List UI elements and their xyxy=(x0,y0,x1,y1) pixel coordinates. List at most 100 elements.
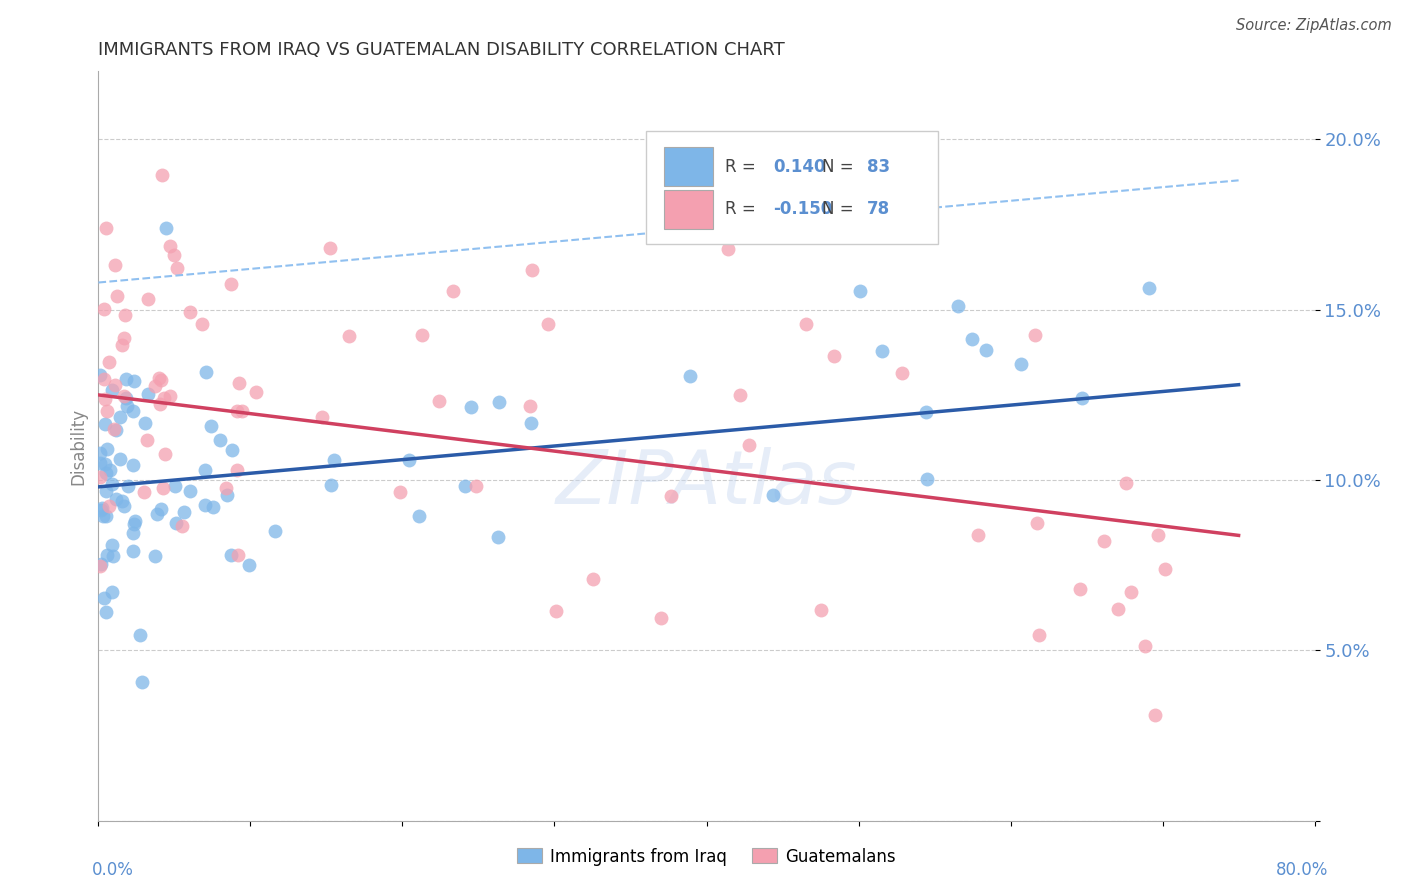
Point xyxy=(115,391,138,405)
Point xyxy=(486,530,509,544)
Point xyxy=(111,338,134,352)
Point xyxy=(93,591,115,606)
Text: 83: 83 xyxy=(868,158,890,176)
Point xyxy=(1147,528,1170,542)
Point xyxy=(173,505,195,519)
Point xyxy=(143,549,166,563)
Point xyxy=(319,241,342,255)
Point xyxy=(231,404,253,418)
Point xyxy=(1024,327,1046,342)
Text: N =: N = xyxy=(823,158,859,176)
Point xyxy=(1092,534,1115,549)
Point xyxy=(93,509,115,524)
Point xyxy=(153,391,176,405)
Point xyxy=(98,463,121,477)
Point xyxy=(890,366,912,380)
Point xyxy=(94,466,117,480)
Point xyxy=(194,498,217,512)
Point xyxy=(166,260,188,275)
Point xyxy=(762,488,785,502)
Point xyxy=(209,433,232,447)
Point xyxy=(179,305,201,319)
Point xyxy=(221,442,243,457)
Point xyxy=(388,485,411,500)
Point xyxy=(121,458,143,472)
Point xyxy=(1070,392,1092,406)
Point xyxy=(146,507,169,521)
Point xyxy=(98,499,121,513)
Point xyxy=(94,483,117,498)
Point xyxy=(89,469,111,483)
Text: ZIPAtlas: ZIPAtlas xyxy=(555,448,858,519)
Point xyxy=(110,493,132,508)
Text: 0.0%: 0.0% xyxy=(91,861,134,879)
Point xyxy=(149,374,172,388)
FancyBboxPatch shape xyxy=(645,131,938,244)
Point xyxy=(134,485,156,500)
Point xyxy=(915,472,938,486)
Point xyxy=(872,344,894,359)
Point xyxy=(200,419,222,434)
Point xyxy=(159,239,181,253)
Point xyxy=(960,333,983,347)
Point xyxy=(134,416,156,430)
Point xyxy=(128,628,150,642)
Point xyxy=(238,558,260,572)
Point xyxy=(100,538,122,552)
Point xyxy=(115,372,138,386)
Point xyxy=(93,372,115,386)
Point xyxy=(94,457,117,471)
Point xyxy=(191,318,214,332)
Text: 78: 78 xyxy=(868,200,890,219)
Point xyxy=(1153,562,1175,576)
Point xyxy=(112,389,135,403)
Point xyxy=(398,452,420,467)
Point xyxy=(96,404,118,418)
Point xyxy=(219,277,242,292)
Point xyxy=(124,514,146,528)
Point xyxy=(96,605,118,619)
Text: Source: ZipAtlas.com: Source: ZipAtlas.com xyxy=(1236,18,1392,33)
Point xyxy=(94,220,117,235)
Point xyxy=(337,328,360,343)
Point xyxy=(155,221,177,235)
Point xyxy=(94,392,117,407)
Point xyxy=(1137,281,1160,295)
Legend: Immigrants from Iraq, Guatemalans: Immigrants from Iraq, Guatemalans xyxy=(510,841,903,872)
Point xyxy=(454,478,477,492)
Point xyxy=(91,501,114,516)
Point xyxy=(1028,628,1050,642)
Point xyxy=(150,168,173,182)
Point xyxy=(522,263,544,277)
Point xyxy=(194,365,217,379)
Point xyxy=(1069,582,1091,597)
Point xyxy=(93,302,115,317)
Point xyxy=(311,409,333,424)
Point xyxy=(170,519,193,533)
Text: IMMIGRANTS FROM IRAQ VS GUATEMALAN DISABILITY CORRELATION CHART: IMMIGRANTS FROM IRAQ VS GUATEMALAN DISAB… xyxy=(98,41,785,59)
Point xyxy=(738,438,761,452)
Point xyxy=(143,379,166,393)
Text: 0.140: 0.140 xyxy=(773,158,825,176)
Point xyxy=(225,462,247,476)
Point xyxy=(245,385,267,400)
Point xyxy=(179,484,201,499)
Point xyxy=(90,503,112,517)
Point xyxy=(148,371,170,385)
Point xyxy=(152,481,174,495)
Point xyxy=(94,509,117,524)
Point xyxy=(226,548,249,562)
Point xyxy=(89,368,111,382)
Text: R =: R = xyxy=(724,158,761,176)
Point xyxy=(153,447,176,461)
Point xyxy=(582,573,605,587)
Point xyxy=(441,285,464,299)
Point xyxy=(465,479,488,493)
Point xyxy=(122,374,145,388)
Point xyxy=(149,397,172,411)
Point xyxy=(974,343,997,357)
Point xyxy=(194,463,217,477)
Point xyxy=(89,558,111,573)
Point xyxy=(108,410,131,425)
Point xyxy=(219,549,242,563)
